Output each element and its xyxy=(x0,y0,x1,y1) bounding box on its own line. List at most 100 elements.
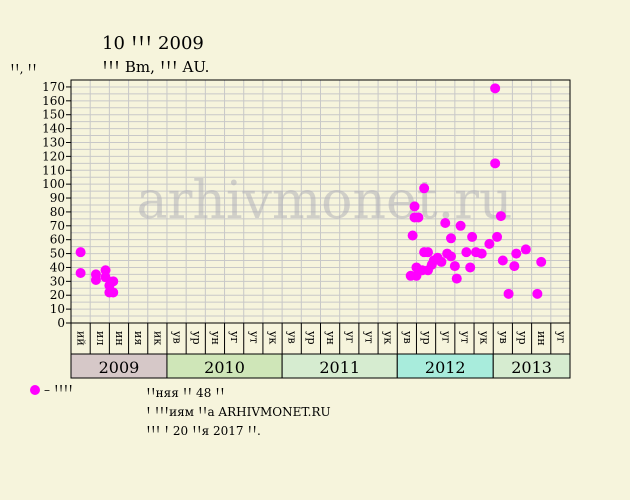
month-label: ия xyxy=(132,331,145,345)
y-tick-label: 120 xyxy=(42,149,65,163)
data-point xyxy=(465,262,476,273)
month-label: ун xyxy=(324,331,337,345)
y-tick-label: 40 xyxy=(50,260,65,274)
data-point xyxy=(495,211,506,222)
y-tick-label: 150 xyxy=(42,108,65,122)
month-label: ув xyxy=(286,331,299,344)
data-point xyxy=(419,183,430,194)
y-tick-label: 70 xyxy=(50,219,65,233)
chart-title: 10 ꞋꞋꞋ 2009 xyxy=(102,33,204,54)
month-label: ук xyxy=(267,331,280,344)
y-tick-label: 90 xyxy=(50,191,65,205)
data-point xyxy=(532,288,543,299)
data-point xyxy=(490,83,501,94)
data-point xyxy=(90,274,101,285)
data-point xyxy=(536,256,547,267)
note-line: ꞋꞋꞋ Ꞌ 20 ꞋꞋя 2017 ꞋꞋ. xyxy=(146,424,261,438)
y-tick-label: 20 xyxy=(50,288,65,302)
month-label: ув xyxy=(171,331,184,344)
y-tick-label: 130 xyxy=(42,135,65,149)
month-label: уг xyxy=(343,331,356,343)
month-label: ук xyxy=(478,331,491,344)
year-band xyxy=(396,353,494,379)
month-label: уг xyxy=(228,331,241,343)
data-point xyxy=(100,265,111,276)
y-tick-label: 30 xyxy=(50,274,65,288)
y-tick-label: 60 xyxy=(50,233,65,247)
data-point xyxy=(461,247,472,258)
data-point xyxy=(449,261,460,272)
month-label: ий xyxy=(75,331,88,346)
year-label: 2012 xyxy=(425,358,466,377)
y-tick-label: 10 xyxy=(50,302,65,316)
month-label: уг xyxy=(439,331,452,343)
data-point xyxy=(492,231,503,242)
data-point xyxy=(100,272,111,283)
data-point xyxy=(436,256,447,267)
data-point xyxy=(490,158,501,169)
month-label: ур xyxy=(190,331,203,345)
year-bands: 2009 2010 2011 2012 2013 xyxy=(70,353,571,379)
data-point xyxy=(446,233,457,244)
year-band xyxy=(70,353,168,379)
month-label: ув xyxy=(401,331,414,344)
month-label: ур xyxy=(305,331,318,345)
data-point xyxy=(75,268,86,279)
y-axis-label: ꞋꞋ, ꞋꞋ xyxy=(10,62,37,76)
data-point xyxy=(467,231,478,242)
y-tick-label: 110 xyxy=(42,163,65,177)
data-point xyxy=(511,248,522,259)
notes-block: ꞋꞋняя ꞋꞋ 48 ꞋꞋ Ꞌ ꞋꞋꞋиям ꞋꞋa ARHIVMONET.R… xyxy=(146,384,331,441)
data-point xyxy=(413,212,424,223)
data-points xyxy=(75,83,547,299)
month-label: ун xyxy=(209,331,222,345)
y-tick-label: 160 xyxy=(42,94,65,108)
month-label: ут xyxy=(458,331,471,344)
data-point xyxy=(75,247,86,258)
month-label: ур xyxy=(420,331,433,345)
data-point xyxy=(446,251,457,262)
data-point xyxy=(484,238,495,249)
month-label: ил xyxy=(94,331,107,345)
month-labels: ий ил ин ия ик ув ур ун уг ут ук ув ур ун уг ут ук ув ур уг… xyxy=(70,323,571,355)
y-tick-label: 50 xyxy=(50,247,65,261)
year-label: 2011 xyxy=(319,358,360,377)
year-label: 2013 xyxy=(511,358,552,377)
month-label: ут xyxy=(247,331,260,344)
legend-marker xyxy=(30,385,40,395)
y-tick-label: 170 xyxy=(42,80,65,94)
y-tick-label: 140 xyxy=(42,122,65,136)
year-label: 2009 xyxy=(99,358,140,377)
note-line: Ꞌ ꞋꞋꞋиям ꞋꞋa ARHIVMONET.RU xyxy=(146,405,331,419)
data-point xyxy=(422,247,433,258)
data-point xyxy=(476,248,487,259)
data-point xyxy=(108,276,119,287)
month-label: ув xyxy=(497,331,510,344)
year-band xyxy=(492,353,571,379)
data-point xyxy=(509,261,520,272)
data-point xyxy=(108,287,119,298)
plot-border xyxy=(70,79,571,324)
month-label: ук xyxy=(382,331,395,344)
data-point xyxy=(440,218,451,229)
month-label: ур xyxy=(516,331,529,345)
watermark: arhivmonet.ru xyxy=(136,171,512,231)
grid-lines xyxy=(71,80,570,323)
data-point xyxy=(520,244,531,255)
data-point xyxy=(497,255,508,266)
y-tick-label: 100 xyxy=(42,177,65,191)
y-tick-label: 0 xyxy=(57,316,65,330)
note-line: ꞋꞋняя ꞋꞋ 48 ꞋꞋ xyxy=(146,386,225,400)
data-point xyxy=(407,230,418,241)
month-label: уг xyxy=(554,331,567,343)
year-label: 2010 xyxy=(204,358,245,377)
month-label: ик xyxy=(151,331,164,345)
plot-frame xyxy=(70,79,571,324)
data-point xyxy=(503,288,514,299)
chart-subtitle: ꞋꞋꞋ Bm, ꞋꞋꞋ AU. xyxy=(102,58,210,76)
data-point xyxy=(455,220,466,231)
month-label: ин xyxy=(535,331,548,346)
month-label: ут xyxy=(362,331,375,344)
